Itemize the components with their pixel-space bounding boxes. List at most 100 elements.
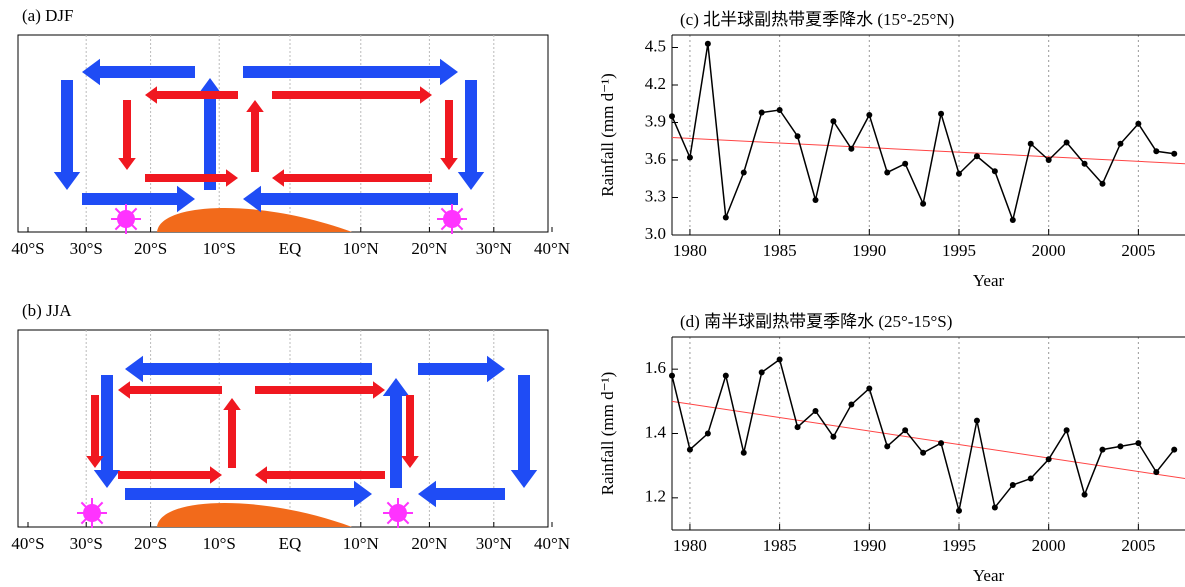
arrow xyxy=(93,375,121,488)
data-point xyxy=(776,107,783,113)
panel-title: (a) DJF xyxy=(22,6,73,25)
y-tick-label: 3.3 xyxy=(645,186,666,205)
x-tick-label: 2005 xyxy=(1121,536,1155,555)
data-point xyxy=(920,200,927,207)
data-point xyxy=(866,112,873,118)
data-point xyxy=(1099,446,1106,453)
arrow xyxy=(118,381,222,399)
data-point xyxy=(991,168,998,175)
data-point xyxy=(848,145,855,152)
sun xyxy=(389,504,407,522)
data-point xyxy=(812,197,819,203)
x-tick-label: 20°S xyxy=(134,239,167,258)
arrow xyxy=(401,395,419,468)
arrow xyxy=(255,381,385,399)
data-point xyxy=(1171,150,1178,157)
data-point xyxy=(704,430,711,437)
data-point xyxy=(973,417,980,424)
panel-title: (b) JJA xyxy=(22,301,72,320)
arrow xyxy=(145,169,238,187)
arrow xyxy=(145,86,238,104)
arrow xyxy=(196,78,224,190)
data-point xyxy=(902,427,909,434)
x-tick-label: 10°S xyxy=(203,534,236,553)
data-point xyxy=(1063,427,1070,434)
data-point xyxy=(1009,481,1016,488)
y-tick-label: 3.6 xyxy=(645,149,666,168)
y-tick-label: 3.9 xyxy=(645,111,666,130)
data-point xyxy=(938,440,945,447)
x-tick-label: 30°S xyxy=(70,239,103,258)
y-tick-label: 4.5 xyxy=(645,36,666,55)
data-point xyxy=(1135,440,1142,447)
x-tick-label: 1990 xyxy=(852,241,886,260)
data-point xyxy=(1009,217,1016,223)
x-tick-label: 40°N xyxy=(534,534,570,553)
arrow xyxy=(272,86,432,104)
data-point xyxy=(902,160,909,167)
x-tick-label: 40°S xyxy=(11,239,44,258)
y-tick-label: 3.0 xyxy=(645,224,666,243)
x-tick-label: 10°S xyxy=(203,239,236,258)
x-tick-label: 30°N xyxy=(476,239,512,258)
data-point xyxy=(884,443,891,450)
data-point xyxy=(669,372,675,379)
data-point xyxy=(1027,140,1034,147)
data-point xyxy=(812,407,819,414)
data-point xyxy=(794,133,801,140)
data-point xyxy=(740,449,747,456)
x-tick-label: 1985 xyxy=(763,241,797,260)
data-point xyxy=(920,449,927,456)
data-point xyxy=(669,113,675,120)
y-axis-label: Rainfall (mm d⁻¹) xyxy=(598,73,617,197)
data-point xyxy=(1117,443,1124,450)
sun xyxy=(117,210,135,228)
series-line xyxy=(671,43,1175,223)
data-point xyxy=(866,385,873,392)
sun xyxy=(83,504,101,522)
data-point xyxy=(991,504,998,511)
data-point xyxy=(848,401,855,408)
data-point xyxy=(973,153,980,160)
arrow xyxy=(418,355,505,383)
data-point xyxy=(938,110,945,117)
data-point xyxy=(1063,139,1070,146)
x-tick-label: 20°N xyxy=(411,239,447,258)
trend-line xyxy=(671,400,1185,480)
x-tick-label: 1990 xyxy=(852,536,886,555)
y-tick-label: 4.2 xyxy=(645,74,666,93)
arrow xyxy=(382,378,410,488)
landmass xyxy=(157,207,352,232)
x-tick-label: 20°N xyxy=(411,534,447,553)
arrow xyxy=(82,58,195,86)
x-tick-label: 1985 xyxy=(763,536,797,555)
data-point xyxy=(1099,180,1106,187)
data-point xyxy=(1081,491,1088,498)
arrow xyxy=(118,466,222,484)
data-point xyxy=(1045,157,1052,163)
data-point xyxy=(1027,475,1034,482)
x-tick-label: 40°S xyxy=(11,534,44,553)
data-point xyxy=(704,40,711,47)
x-tick-label: EQ xyxy=(279,239,302,258)
data-point xyxy=(686,446,693,453)
data-point xyxy=(1171,446,1178,453)
y-tick-label: 1.6 xyxy=(645,358,666,377)
data-point xyxy=(1081,160,1088,167)
y-tick-label: 1.2 xyxy=(645,487,666,506)
arrow xyxy=(457,80,485,190)
arrow xyxy=(86,395,104,468)
arrow xyxy=(125,355,372,383)
arrow xyxy=(246,100,264,172)
x-tick-label: 30°S xyxy=(70,534,103,553)
series-line xyxy=(671,358,1175,511)
y-tick-label: 1.4 xyxy=(645,422,667,441)
arrow xyxy=(510,375,538,488)
arrow xyxy=(118,100,136,170)
arrow xyxy=(125,480,372,508)
data-point xyxy=(1045,456,1052,463)
x-tick-label: 20°S xyxy=(134,534,167,553)
x-tick-label: 1995 xyxy=(942,241,976,260)
arrow xyxy=(243,185,458,213)
